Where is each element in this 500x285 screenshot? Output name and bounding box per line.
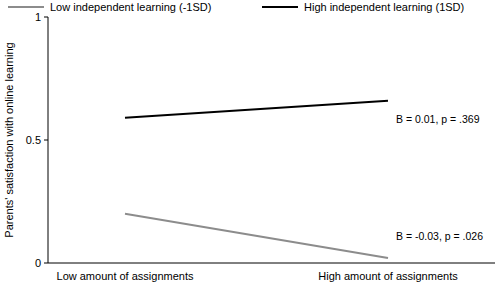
y-axis-label: Parents' satisfaction with online learni… (3, 42, 15, 237)
y-tick-label: 0.5 (26, 134, 41, 146)
legend-label: Low independent learning (-1SD) (50, 1, 211, 13)
x-tick-label: High amount of assignments (318, 270, 458, 282)
plot-area (125, 101, 388, 258)
y-tick (44, 140, 48, 141)
x-axis (48, 263, 495, 264)
legend-label: High independent learning (1SD) (304, 1, 464, 13)
chart-svg: 0 0.5 1 Parents' satisfaction with online l… (0, 0, 500, 285)
legend-swatch (8, 6, 44, 8)
legend-swatch (262, 6, 298, 8)
annotation: B = 0.01, p = .369 (396, 113, 480, 125)
x-tick-label: Low amount of assignments (57, 270, 194, 282)
series-line (125, 214, 388, 258)
y-tick (44, 17, 48, 18)
y-tick-label: 0 (35, 257, 41, 269)
chart-container: 0 0.5 1 Parents' satisfaction with online l… (0, 0, 500, 285)
annotation: B = -0.03, p = .026 (396, 230, 483, 242)
series-line (125, 101, 388, 118)
y-tick-label: 1 (35, 11, 41, 23)
y-tick (44, 263, 48, 264)
